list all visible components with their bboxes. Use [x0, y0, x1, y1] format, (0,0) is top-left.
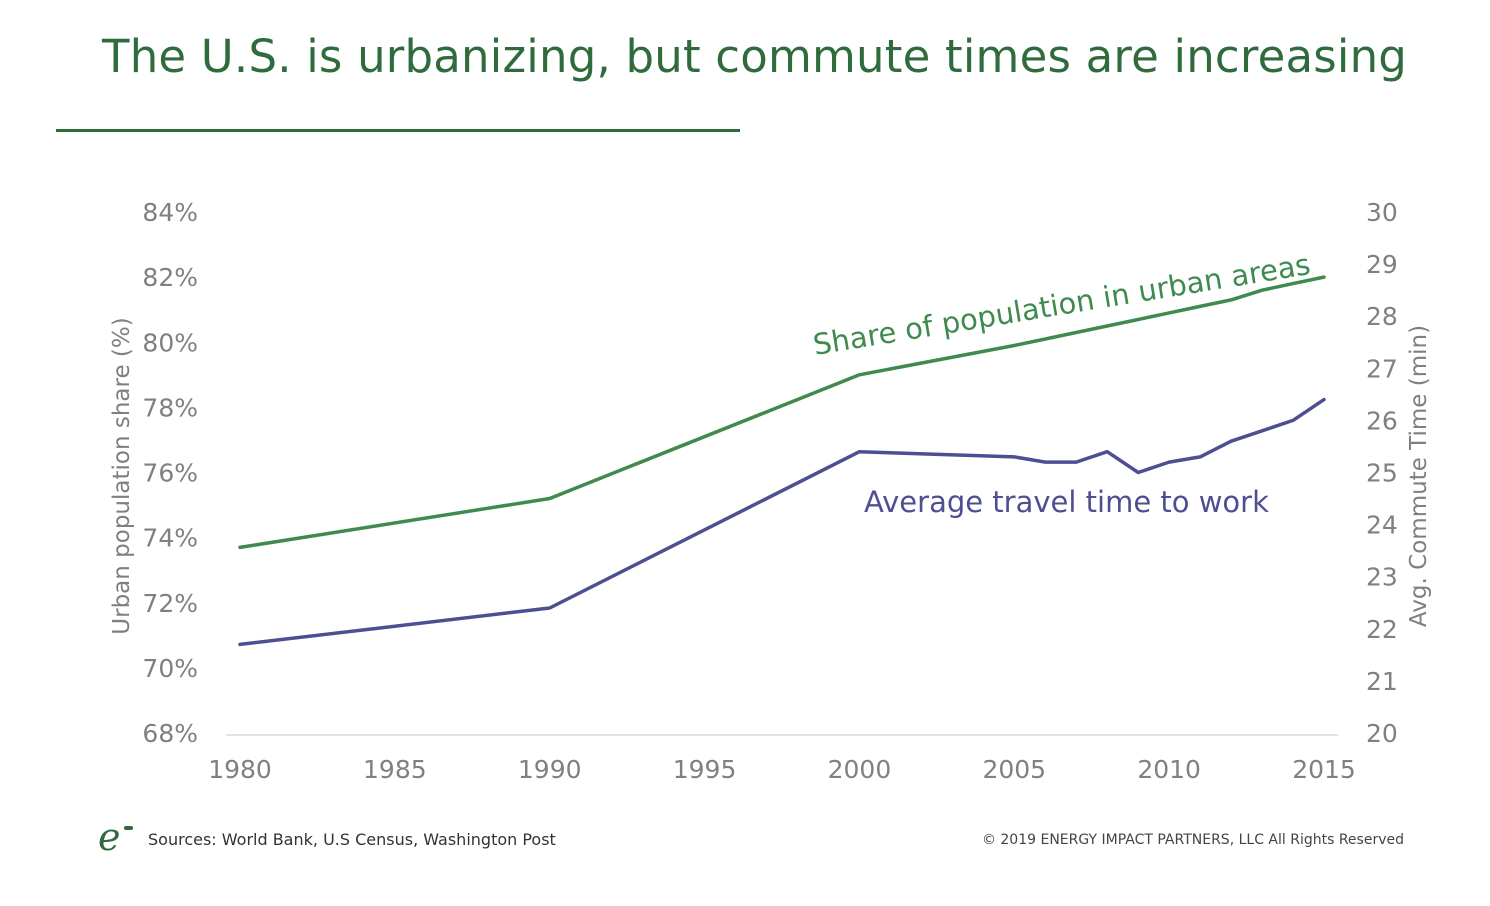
x-tick-label: 2005: [982, 755, 1046, 784]
right-tick-label: 25: [1366, 459, 1398, 488]
commute-time-line: [238, 397, 1326, 647]
x-tick-label: 2010: [1137, 755, 1201, 784]
x-tick-label: 1990: [518, 755, 582, 784]
title-underline: [56, 129, 740, 132]
right-tick-label: 21: [1366, 667, 1398, 696]
left-tick-label: 84%: [142, 198, 198, 227]
right-tick-label: 27: [1366, 354, 1398, 383]
x-tick-label: 1980: [208, 755, 272, 784]
left-tick-label: 78%: [142, 393, 198, 422]
x-tick-label: 2000: [828, 755, 892, 784]
left-tick-label: 80%: [142, 328, 198, 357]
page-title: The U.S. is urbanizing, but commute time…: [102, 30, 1408, 83]
urban-series-label: Share of population in urban areas: [811, 247, 1313, 362]
right-tick-label: 24: [1366, 511, 1398, 540]
left-tick-label: 76%: [142, 459, 198, 488]
right-tick-label: 22: [1366, 615, 1398, 644]
left-tick-label: 82%: [142, 263, 198, 292]
urban-share-line: [238, 275, 1326, 550]
series-lines: [238, 275, 1326, 647]
x-tick-label: 1995: [673, 755, 737, 784]
copyright-note: © 2019 ENERGY IMPACT PARTNERS, LLC All R…: [981, 832, 1404, 848]
right-axis-ticks: 20 21 22 23 24 25 26 27 28 29 30: [1366, 198, 1398, 748]
left-axis-ticks: 68% 70% 72% 74% 76% 78% 80% 82% 84%: [142, 198, 198, 748]
source-note: Sources: World Bank, U.S Census, Washing…: [148, 830, 556, 849]
right-tick-label: 23: [1366, 563, 1398, 592]
right-tick-label: 28: [1366, 302, 1398, 331]
left-tick-label: 74%: [142, 524, 198, 553]
x-tick-label: 1985: [363, 755, 427, 784]
company-logo-mark: [124, 826, 133, 830]
x-tick-label: 2015: [1292, 755, 1356, 784]
left-axis-title: Urban population share (%): [109, 317, 135, 634]
left-tick-label: 70%: [142, 654, 198, 683]
right-tick-label: 20: [1366, 719, 1398, 748]
left-tick-label: 68%: [142, 719, 198, 748]
right-tick-label: 29: [1366, 250, 1398, 279]
commute-series-label: Average travel time to work: [864, 485, 1269, 519]
right-tick-label: 26: [1366, 406, 1398, 435]
right-axis-title: Avg. Commute Time (min): [1406, 325, 1432, 627]
x-axis-ticks: 1980 1985 1990 1995 2000 2005 2010 2015: [208, 755, 1356, 784]
company-logo: e: [98, 815, 121, 859]
right-tick-label: 30: [1366, 198, 1398, 227]
left-tick-label: 72%: [142, 589, 198, 618]
